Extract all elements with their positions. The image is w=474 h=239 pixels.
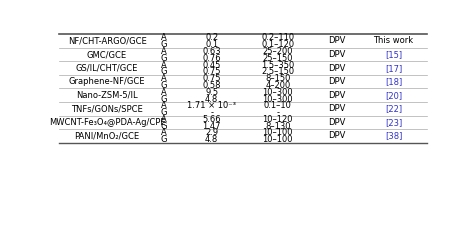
- Text: 5.66: 5.66: [202, 115, 221, 124]
- Text: 0.76: 0.76: [202, 54, 221, 63]
- Text: 0.58: 0.58: [202, 81, 221, 90]
- Text: G: G: [161, 40, 167, 49]
- Text: A: A: [161, 128, 167, 137]
- Text: This work: This work: [374, 37, 414, 45]
- Text: -: -: [276, 108, 279, 117]
- Text: 4–200: 4–200: [265, 81, 291, 90]
- Text: G: G: [161, 135, 167, 144]
- Text: 4.8: 4.8: [205, 135, 219, 144]
- Text: 8–150: 8–150: [265, 74, 291, 83]
- Text: A: A: [161, 60, 167, 70]
- Text: A: A: [161, 88, 167, 97]
- Text: DPV: DPV: [328, 50, 345, 59]
- Text: [15]: [15]: [385, 50, 402, 59]
- Text: DPV: DPV: [328, 37, 345, 45]
- Text: TNFs/GONs/SPCE: TNFs/GONs/SPCE: [71, 104, 143, 113]
- Text: 2.9: 2.9: [205, 128, 218, 137]
- Text: G: G: [161, 67, 167, 76]
- Text: G: G: [161, 81, 167, 90]
- Text: 0.2–110: 0.2–110: [261, 33, 294, 43]
- Text: [20]: [20]: [385, 91, 402, 100]
- Text: GMC/GCE: GMC/GCE: [87, 50, 127, 59]
- Text: 8–130: 8–130: [265, 122, 291, 131]
- Text: MWCNT-Fe₃O₄@PDA-Ag/CPE: MWCNT-Fe₃O₄@PDA-Ag/CPE: [49, 118, 165, 127]
- Text: [23]: [23]: [385, 118, 402, 127]
- Text: G: G: [161, 108, 167, 117]
- Text: DPV: DPV: [328, 77, 345, 86]
- Text: G: G: [161, 122, 167, 131]
- Text: 0.1–10: 0.1–10: [264, 101, 292, 110]
- Text: [38]: [38]: [385, 131, 402, 141]
- Text: 1.71 × 10⁻³: 1.71 × 10⁻³: [187, 101, 236, 110]
- Text: [22]: [22]: [385, 104, 402, 113]
- Text: A: A: [161, 115, 167, 124]
- Text: 0.75: 0.75: [202, 67, 221, 76]
- Text: [18]: [18]: [385, 77, 402, 86]
- Text: 10–300: 10–300: [263, 94, 293, 103]
- Text: DPV: DPV: [328, 131, 345, 141]
- Text: -: -: [210, 108, 213, 117]
- Text: 0.45: 0.45: [202, 60, 221, 70]
- Text: 10–100: 10–100: [263, 128, 293, 137]
- Text: G: G: [161, 94, 167, 103]
- Text: 4.8: 4.8: [205, 94, 219, 103]
- Text: Nano-ZSM-5/IL: Nano-ZSM-5/IL: [76, 91, 138, 100]
- Text: GS/IL/CHT/GCE: GS/IL/CHT/GCE: [76, 64, 138, 73]
- Text: G: G: [161, 54, 167, 63]
- Text: NF/CHT-ARGO/GCE: NF/CHT-ARGO/GCE: [68, 37, 146, 45]
- Text: 2.5–150: 2.5–150: [261, 67, 294, 76]
- Text: 1.47: 1.47: [202, 122, 221, 131]
- Text: Graphene-NF/GCE: Graphene-NF/GCE: [69, 77, 145, 86]
- Text: 0.1–120: 0.1–120: [261, 40, 294, 49]
- Text: 10–100: 10–100: [263, 135, 293, 144]
- Text: 0.1: 0.1: [205, 40, 218, 49]
- Text: DPV: DPV: [328, 104, 345, 113]
- Text: 25–150: 25–150: [263, 54, 293, 63]
- Text: A: A: [161, 47, 167, 56]
- Text: 0.2: 0.2: [205, 33, 218, 43]
- Text: DPV: DPV: [328, 91, 345, 100]
- Text: 9.5: 9.5: [205, 88, 218, 97]
- Text: A: A: [161, 101, 167, 110]
- Text: 10–300: 10–300: [263, 88, 293, 97]
- Text: 25–200: 25–200: [263, 47, 293, 56]
- Text: 1.5–350: 1.5–350: [261, 60, 294, 70]
- Text: 0.63: 0.63: [202, 47, 221, 56]
- Text: DPV: DPV: [328, 118, 345, 127]
- Text: 10–120: 10–120: [263, 115, 293, 124]
- Text: [17]: [17]: [385, 64, 402, 73]
- Text: DPV: DPV: [328, 64, 345, 73]
- Text: PANI/MnO₂/GCE: PANI/MnO₂/GCE: [74, 131, 139, 141]
- Text: 0.75: 0.75: [202, 74, 221, 83]
- Text: A: A: [161, 33, 167, 43]
- Text: A: A: [161, 74, 167, 83]
